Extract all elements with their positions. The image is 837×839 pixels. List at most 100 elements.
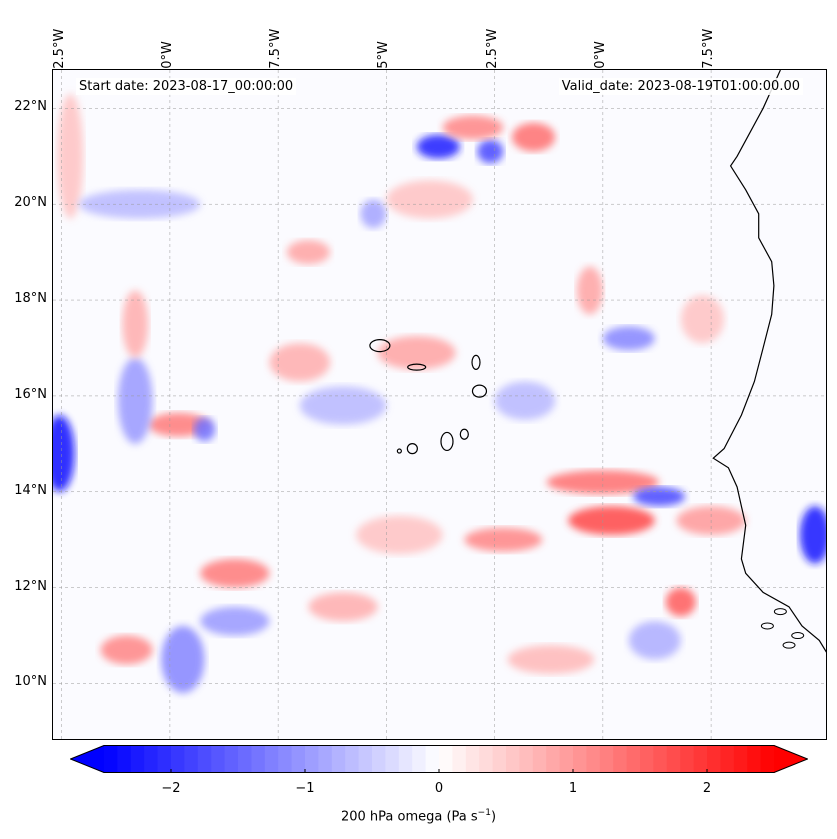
valid-date-annotation: Valid_date: 2023-08-19T01:00:00.00 [558,78,803,95]
colorbar-cell [452,745,467,773]
colorbar-cell [586,745,601,773]
colorbar-label-main: 200 hPa omega (Pa s [340,809,478,825]
colorbar-cell [747,745,762,773]
map-panel [52,69,827,740]
gridlines [53,70,826,739]
colorbar-cell [599,745,614,773]
latitude-tick-label: 16°N [14,386,47,402]
colorbar-cell [211,745,226,773]
colorbar-cell [546,745,561,773]
colorbar-cell [372,745,386,773]
colorbar-tick-label: 0 [434,781,444,796]
colorbar-cell [251,745,266,773]
omega-anomaly-descent [122,290,149,358]
omega-anomaly-ascent [193,417,216,442]
colorbar-cell [532,745,547,773]
colorbar-cell [519,745,534,773]
colorbar-cells [70,745,808,773]
colorbar-tick-label: 2 [702,781,712,796]
colorbar-label: 200 hPa omega (Pa s−1) [0,808,837,824]
colorbar-cell [130,745,145,773]
colorbar-cell [117,745,132,773]
coastline-layer [712,70,826,653]
colorbar-tick-label: −2 [161,781,181,796]
omega-anomaly-ascent [494,381,556,420]
omega-anomaly-ascent [416,134,460,159]
start-date-annotation: Start date: 2023-08-17_00:00:00 [76,78,297,95]
omega-anomaly-ascent [53,415,75,492]
colorbar-cell [398,745,413,773]
omega-field-map [53,70,826,739]
omega-anomaly-descent [576,266,603,315]
colorbar-cell [318,745,333,773]
omega-anomaly-descent [356,515,443,555]
colorbar-cell [385,745,400,773]
omega-anomaly-ascent [628,621,681,660]
latitude-tick-label: 10°N [14,674,47,690]
omega-anomaly-ascent [360,199,387,229]
colorbar-cell [680,745,695,773]
coastal-island [782,641,796,649]
omega-anomaly-ascent [602,326,655,351]
omega-anomaly-descent [377,336,456,370]
islands-layer [369,338,488,455]
cape-verde-island [369,338,391,353]
colorbar-cell [278,745,293,773]
omega-anomaly-ascent [161,625,205,694]
cape-verde-island [459,428,469,440]
colorbar-label-unit-exponent: −1 [477,808,491,818]
coastal-island [773,608,787,616]
latitude-tick-label: 18°N [14,291,47,307]
colorbar-cell [224,745,239,773]
colorbar-cell [104,745,118,773]
colorbar-cell [653,745,668,773]
colorbar-cell [465,745,480,773]
colorbar-cell [144,745,159,773]
colorbar-cell [439,745,453,773]
colorbar-cell [345,745,360,773]
latitude-tick-label: 14°N [14,482,47,498]
colorbar-cell [760,745,775,773]
colorbar-cell [733,745,748,773]
cape-verde-island [406,443,418,455]
omega-anomaly-descent [200,558,270,588]
colorbar-extend-min [70,745,104,773]
omega-anomaly-descent [386,180,473,219]
colorbar-cell [613,745,628,773]
colorbar-cell [171,745,185,773]
omega-anomaly-descent [442,115,504,140]
omega-anomaly-descent [507,645,595,674]
cape-verde-island [396,448,402,454]
latitude-tick-label: 22°N [14,99,47,115]
omega-anomaly-descent [148,412,209,437]
colorbar-cell [358,745,373,773]
omega-anomaly-descent [286,240,331,265]
omega-anomaly-descent [269,343,331,382]
omega-anomaly-ascent [200,606,270,636]
omega-anomaly-descent [308,592,378,622]
colorbar-cell [693,745,708,773]
omega-anomaly-ascent [477,139,504,164]
colorbar-cell [626,745,641,773]
colorbar-cell [157,745,172,773]
omega-anomaly-ascent [799,506,826,564]
colorbar-cell [331,745,346,773]
cape-verde-island [407,363,427,371]
omega-anomaly-ascent [299,386,387,425]
colorbar-cell [479,745,494,773]
omega-anomaly-descent [100,635,153,665]
colorbar-tick-label: 1 [568,781,578,796]
colorbar-cell [197,745,212,773]
colorbar-cell [506,745,520,773]
omega-field-layer [53,93,826,694]
omega-anomaly-descent [546,470,660,495]
omega-anomaly-ascent [117,357,153,444]
colorbar-outline [70,745,808,773]
colorbar-cell [666,745,681,773]
colorbar-cell [720,745,735,773]
colorbar-cell [238,745,252,773]
latitude-tick-label: 20°N [14,195,47,211]
cape-verde-island [471,384,488,398]
omega-anomaly-descent [665,587,696,617]
omega-anomaly-descent [511,122,556,152]
